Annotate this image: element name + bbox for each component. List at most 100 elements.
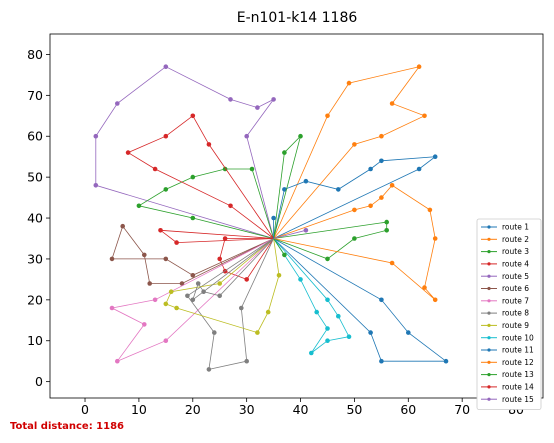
legend-label: route 12 [502, 358, 534, 367]
route-series-14 [125, 113, 274, 239]
route-stop-point [244, 358, 249, 364]
y-tick-label: 40 [27, 211, 43, 226]
x-tick-label: 60 [400, 402, 416, 417]
route-stop-point [309, 350, 314, 356]
route-stop-point [217, 281, 222, 286]
route-stop-point [432, 154, 438, 159]
route-stop-point [125, 150, 131, 155]
route-stop-point [249, 166, 255, 172]
x-tick-label: 0 [81, 402, 89, 417]
route-stop-point [325, 297, 330, 303]
legend-marker [487, 262, 491, 266]
chart-title: E-n101-k14 1186 [237, 10, 358, 26]
route-stop-point [389, 183, 395, 188]
route-stop-point [190, 273, 196, 278]
route-series-17 [273, 133, 303, 239]
route-line [127, 115, 274, 239]
route-stop-point [265, 309, 271, 315]
route-stop-point [93, 183, 99, 188]
legend-marker [487, 225, 491, 229]
route-stop-point [422, 285, 427, 290]
route-series-19 [190, 238, 274, 303]
x-tick-label: 70 [454, 402, 470, 417]
route-series-5 [93, 64, 276, 239]
route-stop-point [115, 101, 120, 106]
legend-label: route 10 [502, 333, 534, 342]
route-stop-point [352, 207, 357, 213]
legend-label: route 9 [502, 321, 529, 330]
legend-marker [487, 323, 491, 327]
route-stop-point [142, 252, 147, 258]
route-series-12 [273, 183, 438, 303]
route-stop-point [389, 260, 395, 266]
route-stop-point [222, 236, 228, 241]
legend-marker [487, 299, 491, 303]
legend-label: route 7 [502, 296, 529, 305]
route-stop-point [352, 142, 357, 147]
route-series-20 [271, 215, 276, 239]
route-stop-point [352, 236, 357, 241]
route-line [273, 221, 388, 260]
route-stop-point [379, 133, 384, 139]
route-stop-point [163, 64, 169, 69]
route-stop-point [368, 203, 373, 209]
route-stop-point [163, 338, 169, 344]
legend-marker [487, 397, 491, 401]
total-distance-label: Total distance: 1186 [10, 421, 125, 432]
route-stop-point [244, 277, 249, 282]
route-series-9 [163, 238, 282, 335]
route-stop-point [206, 367, 212, 372]
route-stop-point [190, 297, 196, 303]
route-line [159, 229, 274, 244]
route-stop-point [190, 215, 196, 221]
route-stop-point [416, 64, 422, 69]
legend-marker [487, 237, 491, 241]
route-stop-point [163, 256, 169, 262]
route-stop-point [303, 228, 309, 233]
route-stop-point [163, 301, 169, 307]
route-stop-point [325, 326, 330, 331]
route-series-10 [273, 238, 352, 356]
y-tick-label: 50 [27, 170, 43, 185]
route-stop-point [163, 133, 169, 139]
route-stop-point [432, 236, 438, 241]
route-line [273, 238, 448, 362]
route-stop-point [142, 322, 147, 327]
y-tick-label: 70 [27, 88, 43, 103]
route-line [192, 238, 274, 301]
route-stop-point [228, 97, 233, 102]
legend-label: route 3 [502, 247, 529, 256]
route-line [137, 168, 274, 239]
route-stop-point [276, 273, 282, 278]
route-stop-point [325, 338, 330, 344]
route-stop-point [255, 105, 260, 110]
route-series-18 [158, 228, 274, 245]
y-axis: 0 10 20 30 40 50 60 70 80 [27, 47, 50, 389]
route-stop-point [109, 256, 115, 262]
route-stop-point [147, 281, 152, 286]
route-stop-point [384, 219, 390, 225]
route-stop-point [271, 97, 276, 102]
legend-label: route 5 [502, 272, 529, 281]
route-stop-point [389, 101, 395, 106]
route-stop-point [168, 289, 174, 295]
route-series-2 [273, 64, 427, 239]
route-stop-point [379, 358, 384, 364]
legend-marker [487, 336, 491, 340]
legend-label: route 6 [502, 284, 529, 293]
route-stop-point [443, 358, 449, 364]
route-stop-point [93, 133, 99, 139]
legend-label: route 11 [502, 346, 534, 355]
route-stop-point [190, 174, 196, 180]
route-stop-point [336, 313, 341, 319]
route-stop-point [298, 133, 303, 139]
route-stop-point [158, 228, 163, 233]
route-stop-point [314, 309, 320, 315]
route-stop-point [239, 305, 244, 311]
route-series-15 [273, 228, 309, 239]
legend-marker [487, 373, 491, 377]
route-stop-point [109, 305, 115, 311]
route-stop-point [303, 178, 309, 184]
y-tick-label: 0 [35, 374, 43, 389]
route-stop-point [422, 113, 427, 119]
